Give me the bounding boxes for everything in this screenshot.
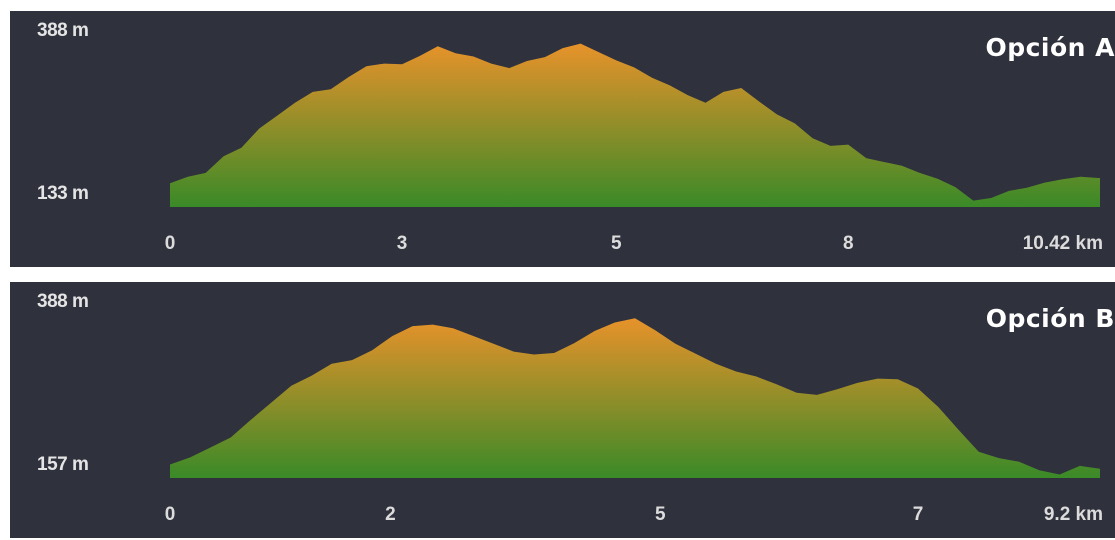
y-min-label-b: 157 m bbox=[37, 454, 89, 475]
elevation-chart-a: 388 m 133 m Opción A 0 3 5 8 10.42 km bbox=[10, 11, 1115, 267]
elevation-chart-b: 388 m 157 m Opción B 0 2 5 7 9.2 km bbox=[10, 282, 1115, 538]
chart-title-b: Opción B bbox=[985, 304, 1115, 333]
x-tick-label: 8 bbox=[843, 233, 854, 254]
x-tick-label: 7 bbox=[912, 504, 924, 525]
x-tick-label: 5 bbox=[610, 233, 622, 254]
elevation-area-b bbox=[170, 318, 1100, 478]
x-tick-label: 10.42 km bbox=[1022, 233, 1103, 254]
x-tick-label: 9.2 km bbox=[1043, 504, 1103, 525]
elevation-area-a bbox=[170, 43, 1100, 207]
x-tick-label: 2 bbox=[385, 504, 396, 525]
y-min-label-a: 133 m bbox=[37, 183, 89, 204]
y-max-label-a: 388 m bbox=[37, 20, 89, 41]
elevation-profile-b bbox=[170, 318, 1100, 478]
x-tick-label: 0 bbox=[164, 504, 176, 525]
elevation-profile-a bbox=[170, 43, 1100, 207]
x-tick-label: 3 bbox=[396, 233, 408, 254]
chart-title-a: Opción A bbox=[985, 33, 1115, 62]
x-tick-label: 0 bbox=[164, 233, 176, 254]
x-tick-label: 5 bbox=[654, 504, 666, 525]
y-max-label-b: 388 m bbox=[37, 291, 89, 312]
